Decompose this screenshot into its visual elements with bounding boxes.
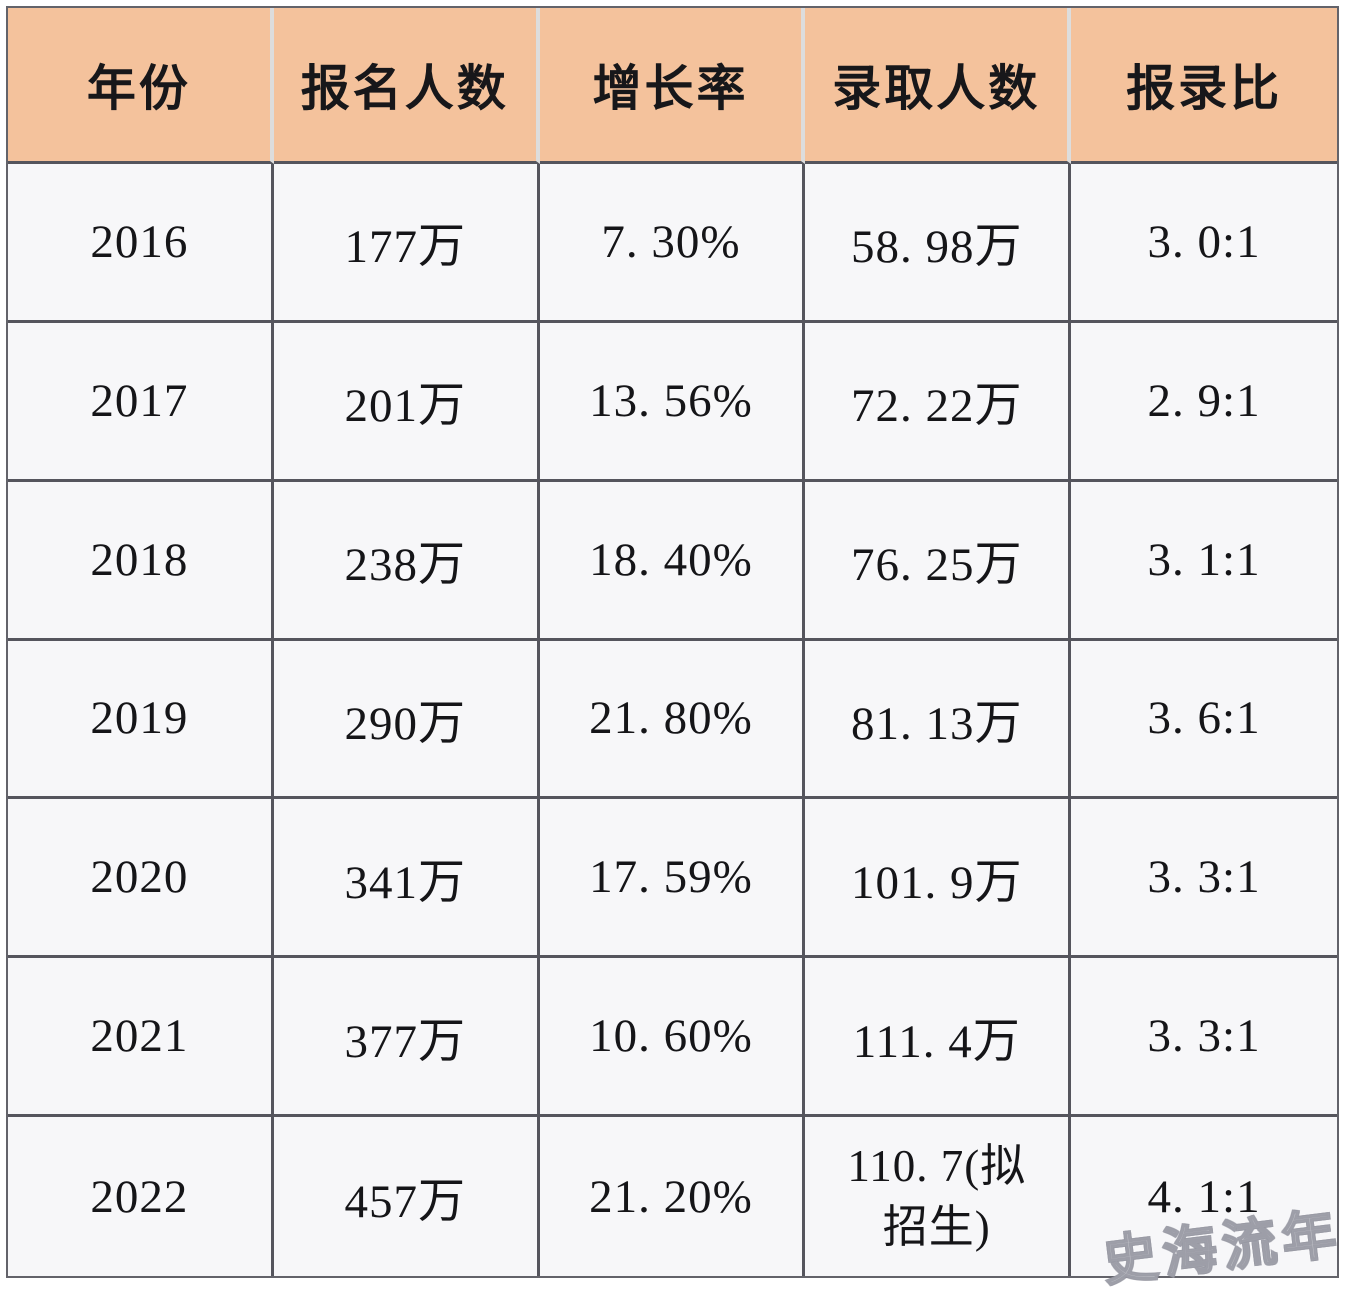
cell-year: 2020: [8, 799, 274, 959]
cell-growth-rate: 13. 56%: [539, 322, 806, 482]
column-header-admitted: 录取人数: [805, 8, 1072, 164]
cell-admitted: 58. 98万: [805, 164, 1072, 323]
cell-growth-rate: 17. 59%: [539, 799, 806, 959]
cell-admitted: 110. 7(拟 招生): [805, 1117, 1072, 1276]
cell-admitted: 76. 25万: [805, 481, 1072, 641]
cell-applicants: 238万: [273, 481, 540, 641]
cell-ratio: 3. 1:1: [1071, 481, 1337, 641]
cell-growth-rate: 7. 30%: [539, 164, 806, 323]
cell-year: 2019: [8, 640, 274, 800]
cell-applicants: 377万: [273, 958, 540, 1118]
column-header-ratio: 报录比: [1071, 8, 1337, 164]
column-header-year: 年份: [8, 8, 274, 164]
cell-admitted: 81. 13万: [805, 640, 1072, 800]
cell-applicants: 341万: [273, 799, 540, 959]
column-header-growth-rate: 增长率: [539, 8, 806, 164]
cell-year: 2021: [8, 958, 274, 1118]
cell-growth-rate: 18. 40%: [539, 481, 806, 641]
cell-year: 2016: [8, 164, 274, 323]
cell-ratio: 3. 3:1: [1071, 958, 1337, 1118]
cell-growth-rate: 10. 60%: [539, 958, 806, 1118]
cell-ratio: 4. 1:1: [1071, 1117, 1337, 1276]
data-table: 年份 报名人数 增长率 录取人数 报录比 2016 177万 7. 30% 58…: [6, 6, 1339, 1278]
cell-year: 2022: [8, 1117, 274, 1276]
cell-applicants: 290万: [273, 640, 540, 800]
cell-ratio: 2. 9:1: [1071, 322, 1337, 482]
column-header-applicants: 报名人数: [273, 8, 540, 164]
cell-growth-rate: 21. 80%: [539, 640, 806, 800]
cell-year: 2017: [8, 322, 274, 482]
cell-admitted: 101. 9万: [805, 799, 1072, 959]
cell-applicants: 457万: [273, 1117, 540, 1276]
cell-ratio: 3. 3:1: [1071, 799, 1337, 959]
cell-growth-rate: 21. 20%: [539, 1117, 806, 1276]
cell-ratio: 3. 6:1: [1071, 640, 1337, 800]
cell-applicants: 201万: [273, 322, 540, 482]
cell-ratio: 3. 0:1: [1071, 164, 1337, 323]
cell-admitted: 111. 4万: [805, 958, 1072, 1118]
cell-admitted: 72. 22万: [805, 322, 1072, 482]
cell-applicants: 177万: [273, 164, 540, 323]
cell-year: 2018: [8, 481, 274, 641]
